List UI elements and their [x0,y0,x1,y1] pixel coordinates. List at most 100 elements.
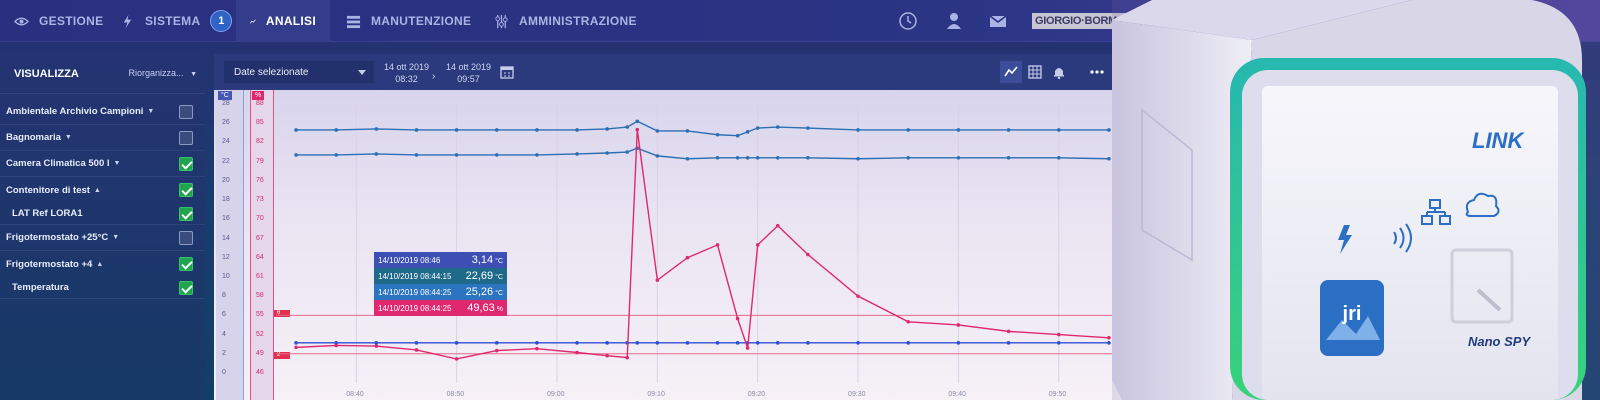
sidebar-item[interactable]: Ambientale Archivio Campioni ▼ [0,99,205,125]
checkbox[interactable] [179,230,193,245]
data-point [635,119,640,124]
data-point [334,128,339,132]
alarm-button[interactable] [1048,61,1070,83]
data-point [1107,128,1111,132]
sidebar-subitem[interactable]: Temperatura [0,277,205,299]
nav-analisi[interactable]: ANALISI [236,0,330,42]
sidebar-item-label: Temperatura [12,282,69,293]
data-point [1056,332,1061,337]
chevron-down-icon[interactable]: ▼ [147,108,155,115]
chart-area[interactable]: °C % 28 26 24 22 20 18 16 14 12 10 8 6 4 2 0 88 85 82 79 7… [214,90,1134,400]
sliders-icon [495,14,508,28]
data-point [494,128,499,132]
mail-icon[interactable] [988,11,1008,31]
to-time: 09:57 [457,74,480,84]
checkbox[interactable] [179,130,193,145]
chevron-down-icon[interactable]: ▼ [112,234,120,241]
x-tick-label: 08:50 [446,391,465,398]
nav-sistema[interactable]: SISTEMA 1 [106,0,246,42]
x-tick-label: 08:40 [346,391,364,398]
x-tick-label: 09:40 [948,391,966,398]
line-chart-button[interactable] [1000,61,1022,83]
y-tick-label: 73 [256,196,264,204]
sidebar-item-label: Frigotermostato +25°C [6,232,109,243]
tooltip-unit: % [496,306,503,313]
tooltip-unit: °C [495,258,503,265]
data-point [625,125,630,129]
nav-amministrazione[interactable]: AMMINISTRAZIONE [480,0,651,42]
line-chart [276,104,1129,383]
data-point [775,125,780,129]
data-point [494,348,499,353]
data-point [956,156,961,160]
y-tick-label: 6 [222,311,226,319]
data-point [334,341,339,345]
tooltip-date: 14/10/2019 08:44:25 [378,303,452,313]
checkbox[interactable] [179,183,193,197]
y-tick-label: 22 [222,157,230,165]
sidebar-item-label: Frigotermostato +4 [6,258,93,270]
y-tick-label: 16 [222,215,230,223]
unit-percent-label: % [252,91,265,100]
sidebar-subitem[interactable]: LAT Ref LORA1 [0,203,205,225]
sidebar-title: VISUALIZZA [14,67,79,80]
checkbox[interactable] [179,257,193,271]
sidebar-item-label: LAT Ref LORA1 [12,208,83,219]
y-tick-label: 8 [222,292,226,300]
data-point [745,156,750,160]
data-point [334,343,339,348]
data-point [454,357,459,361]
data-point [856,156,860,161]
date-range-select[interactable]: Date selezionate [224,61,374,83]
data-point [1107,335,1111,340]
device-logo-label: jri [1342,303,1362,325]
limit-label-high: 6 [274,310,290,317]
tooltip-row: 14/10/2019 08:46 3,14 °C [374,252,507,268]
sidebar-item[interactable]: Frigotermostato +4 ▲ [0,251,205,277]
chevron-up-icon[interactable]: ▲ [96,260,104,268]
data-point [715,156,720,160]
chevron-down-icon[interactable]: ▼ [64,134,72,141]
data-point [775,223,780,228]
sidebar-item[interactable]: Frigotermostato +25°C ▼ [0,225,205,251]
data-point [906,128,911,132]
chevron-down-icon[interactable]: ▼ [113,160,121,167]
sidebar-item[interactable]: Camera Climatica 500 l ▼ [0,151,205,177]
tooltip-value: 25,26 [465,286,494,298]
table-button[interactable] [1024,61,1046,83]
device-illustration: LINK jri Nano SPY [1112,0,1600,400]
x-tick-label: 09:30 [848,391,866,398]
calendar-button[interactable] [496,61,518,83]
to-datetime[interactable]: 14 ott 2019 09:57 [446,61,491,85]
checkbox[interactable] [179,206,193,221]
chevron-up-icon[interactable]: ▲ [93,186,101,194]
from-datetime[interactable]: 14 ott 2019 08:32 [384,61,429,85]
unit-celsius-label: °C [218,91,232,100]
nav-manutenzione[interactable]: MANUTENZIONE [332,0,485,42]
checkbox[interactable] [179,280,193,295]
sidebar-item[interactable]: Contenitore di test ▲ [0,177,205,203]
data-point [685,255,690,260]
user-icon[interactable] [944,11,964,31]
data-point [1006,341,1011,345]
data-point [635,127,640,132]
data-point [806,156,810,160]
sidebar-item[interactable]: Bagnomaria ▼ [0,125,205,151]
clock-icon[interactable] [898,11,918,31]
more-options-button[interactable] [1086,61,1108,83]
y-tick-label: 58 [256,292,264,300]
data-point [374,152,379,156]
notification-badge: 1 [210,10,233,32]
tooltip-unit: °C [495,274,503,281]
data-point [735,316,740,321]
data-point [655,154,660,158]
checkbox[interactable] [179,156,193,171]
lightning-icon [123,14,132,28]
checkbox[interactable] [179,104,193,119]
reorder-dropdown[interactable]: Riorganizza... ▼ [129,68,197,78]
line-chart-icon [1004,66,1018,77]
data-point [685,156,690,161]
data-point [575,350,579,355]
data-point [655,129,660,133]
nav-gestione[interactable]: GESTIONE [0,0,117,42]
